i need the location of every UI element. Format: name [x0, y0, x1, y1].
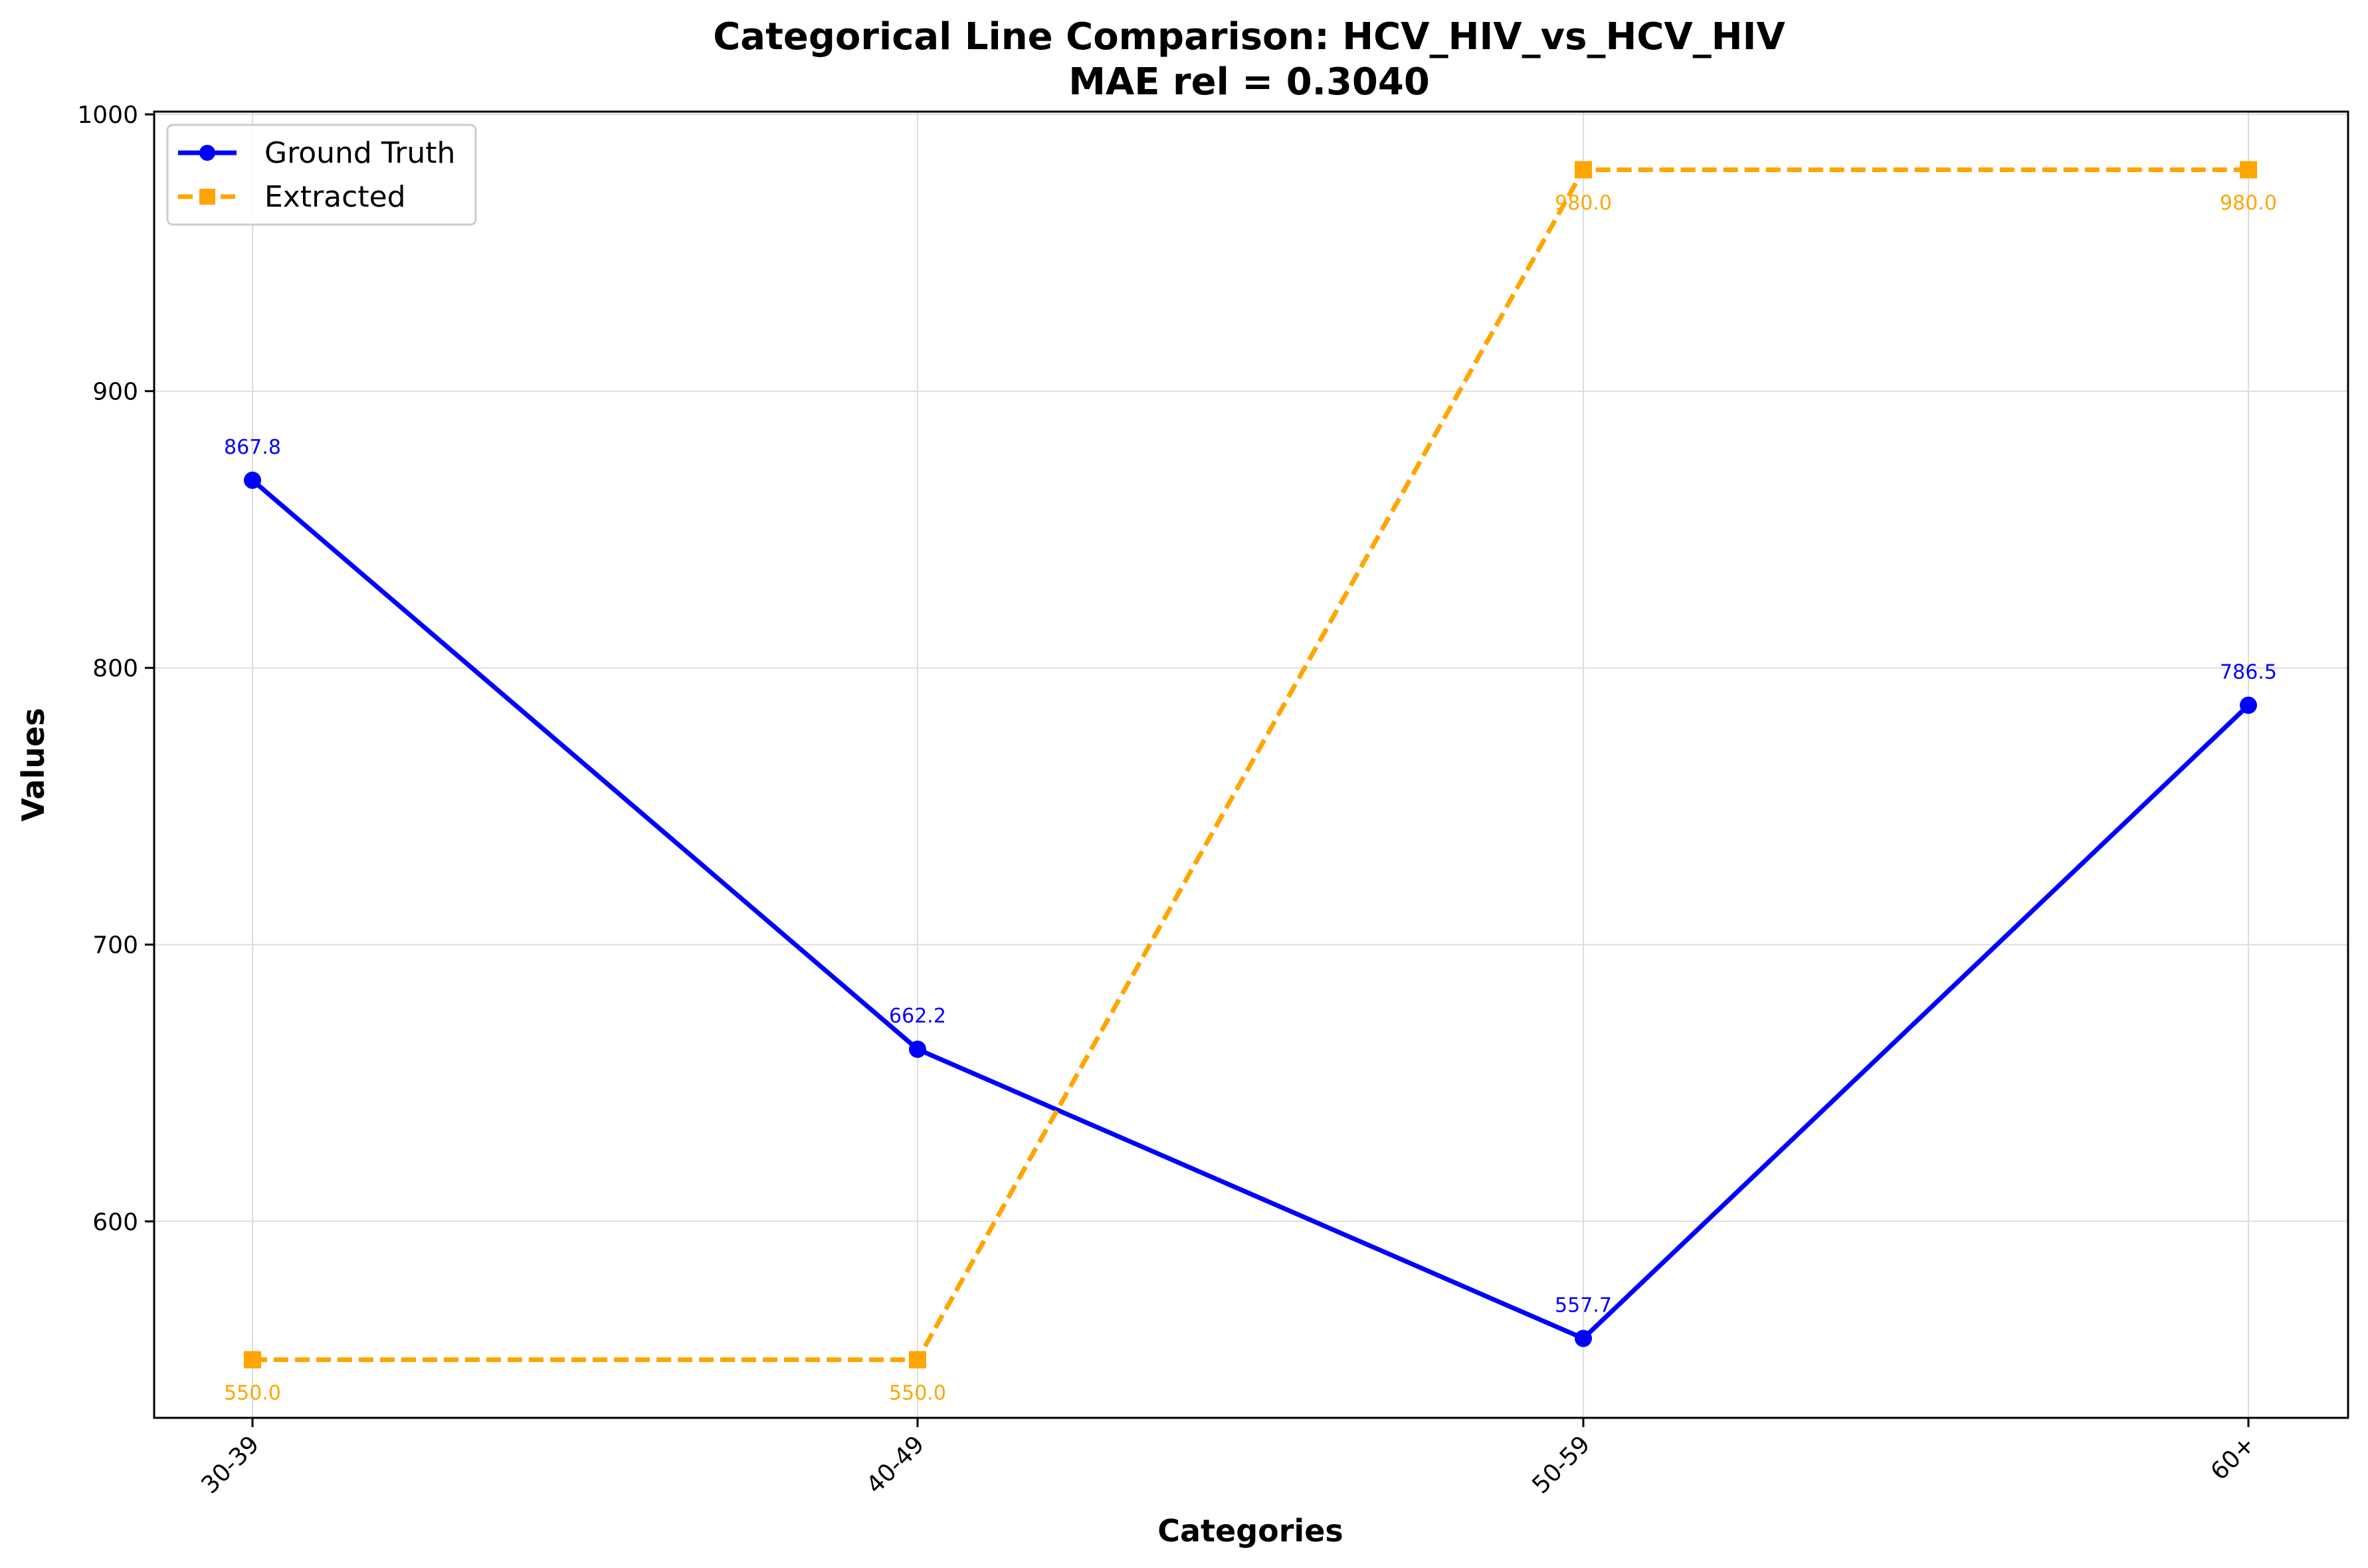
- data-label-extracted: 550.0: [224, 1382, 281, 1405]
- data-label-ground-truth: 786.5: [2220, 660, 2277, 684]
- chart-subtitle: MAE rel = 0.3040: [1068, 60, 1430, 104]
- y-tick-label: 900: [92, 379, 138, 406]
- data-label-extracted: 550.0: [889, 1382, 946, 1405]
- data-label-extracted: 980.0: [1555, 191, 1612, 215]
- data-point-ground-truth: [244, 471, 261, 489]
- y-tick-label: 700: [92, 932, 138, 959]
- legend-label-extracted: Extracted: [264, 180, 406, 214]
- legend-marker-extracted: [199, 189, 215, 205]
- data-point-ground-truth: [1575, 1329, 1592, 1347]
- data-point-extracted: [244, 1351, 261, 1369]
- chart-title: Categorical Line Comparison: HCV_HIV_vs_…: [713, 15, 1785, 58]
- series-line-ground-truth: [250, 478, 2250, 1341]
- data-point-extracted: [909, 1351, 926, 1369]
- data-label-extracted: 980.0: [2220, 191, 2277, 215]
- plot-frame: [153, 110, 2349, 1419]
- data-point-extracted: [1575, 161, 1592, 179]
- data-label-ground-truth: 867.8: [224, 436, 281, 459]
- data-label-ground-truth: 662.2: [889, 1005, 946, 1028]
- data-point-ground-truth: [909, 1040, 926, 1058]
- series: [244, 161, 2257, 1369]
- legend-marker-ground-truth: [199, 145, 215, 161]
- y-axis-label: Values: [15, 708, 51, 821]
- y-tick-label: 800: [92, 655, 138, 682]
- data-point-extracted: [2240, 161, 2257, 179]
- data-label-ground-truth: 557.7: [1555, 1294, 1612, 1317]
- legend-box: [166, 124, 477, 226]
- x-axis-label: Categories: [1157, 1513, 1343, 1549]
- y-tick-label: 600: [92, 1209, 138, 1236]
- y-tick-label: 1000: [77, 102, 138, 129]
- data-point-ground-truth: [2240, 696, 2257, 714]
- data-labels: 867.8 662.2 557.7 786.5 550.0 550.0 980.0 980.0: [224, 191, 2277, 1405]
- series-line-extracted: [252, 167, 2248, 1363]
- legend-label-ground-truth: Ground Truth: [264, 136, 455, 170]
- grid: [154, 112, 2348, 1418]
- legend: Ground Truth Extracted: [166, 124, 477, 226]
